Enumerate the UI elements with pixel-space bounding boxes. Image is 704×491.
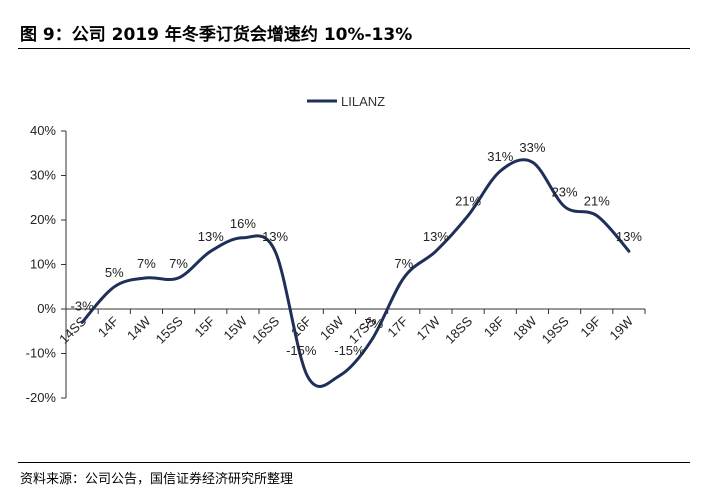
x-tick-label: 16SS [249, 313, 282, 346]
source-rule [18, 462, 690, 463]
legend: LILANZ [307, 94, 385, 109]
x-tick-label: 18W [510, 313, 540, 343]
x-tick-label: 16W [317, 313, 347, 343]
x-tick-label: 19SS [539, 313, 572, 346]
source-note: 资料来源：公司公告，国信证券经济研究所整理 [20, 472, 294, 487]
y-tick-label: -10% [26, 346, 57, 361]
figure-title: 图 9：公司 2019 年冬季订货会增速约 10%-13% [20, 25, 413, 45]
legend-label-lilanz: LILANZ [341, 94, 385, 109]
x-tick-label: 18SS [442, 313, 475, 346]
series-line-lilanz [80, 158, 631, 388]
data-labels: -3% 5% 7% 7% 13% 16% 13% -15% -15% -7% 7% 13% 21% 31%… [71, 140, 643, 358]
x-tick-label: 18F [481, 313, 507, 339]
data-label: 33% [519, 140, 545, 155]
x-tick-label: 14F [95, 313, 121, 339]
x-tick-label: 15W [221, 313, 251, 343]
x-axis: 14SS 14F 14W 15SS 15F 15W 16SS 16F 16W 17SS 17F 17W… [56, 308, 646, 347]
data-label: 7% [137, 256, 156, 271]
x-tick-label: 14W [124, 313, 154, 343]
x-tick-label: 19F [577, 313, 603, 339]
x-tick-label: 17W [414, 313, 444, 343]
data-label: 13% [198, 229, 224, 244]
y-tick-label: 40% [30, 123, 56, 138]
y-tick-label: 30% [30, 168, 56, 183]
data-label: 21% [455, 194, 481, 209]
data-label: 23% [552, 185, 578, 200]
data-label: -15% [334, 343, 365, 358]
title-rule [18, 48, 690, 49]
data-label: 7% [169, 256, 188, 271]
data-label: 13% [616, 229, 642, 244]
data-label: 21% [584, 194, 610, 209]
y-tick-label: 10% [30, 257, 56, 272]
y-tick-label: 20% [30, 212, 56, 227]
data-label: 13% [423, 229, 449, 244]
y-tick-label: 0% [37, 301, 56, 316]
x-tick-label: 19W [607, 313, 637, 343]
data-label: 16% [230, 216, 256, 231]
x-tick-label: 15SS [153, 313, 186, 346]
data-label: 31% [487, 149, 513, 164]
data-label: -15% [286, 343, 317, 358]
data-label: 7% [394, 256, 413, 271]
x-tick-label: 15F [191, 313, 217, 339]
x-tick-label: 17F [384, 313, 410, 339]
data-label: 5% [105, 265, 124, 280]
y-axis: 40% 30% 20% 10% 0% -10% -20% [26, 123, 67, 405]
data-label: -3% [71, 298, 95, 313]
data-label: 13% [262, 229, 288, 244]
y-tick-label: -20% [26, 390, 57, 405]
data-label: -7% [360, 316, 384, 331]
